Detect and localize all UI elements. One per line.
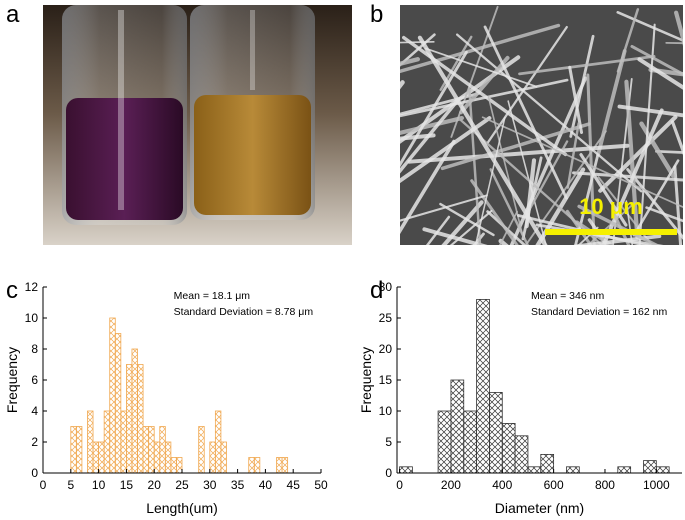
annotation: Standard Deviation = 8.78 μm xyxy=(174,306,314,318)
bar xyxy=(501,422,516,474)
bar xyxy=(220,441,227,474)
x-tick-label: 5 xyxy=(67,478,74,492)
x-tick-label: 40 xyxy=(259,478,273,492)
x-tick-label: 0 xyxy=(396,478,403,492)
bar xyxy=(137,364,144,474)
y-tick-label: 5 xyxy=(385,435,392,449)
bar xyxy=(131,348,138,474)
y-axis-title: Frequency xyxy=(358,347,374,413)
y-tick-label: 4 xyxy=(31,404,38,418)
panel-label: a xyxy=(6,1,20,28)
y-tick-label: 6 xyxy=(31,373,38,387)
bar xyxy=(164,441,172,474)
bar xyxy=(153,441,161,474)
scale-bar xyxy=(545,229,677,235)
annotation: Mean = 18.1 μm xyxy=(174,290,251,302)
y-tick-label: 0 xyxy=(385,466,392,480)
bar xyxy=(437,410,452,474)
x-tick-label: 35 xyxy=(231,478,245,492)
bar xyxy=(253,457,261,474)
y-tick-label: 25 xyxy=(379,311,393,325)
bar xyxy=(514,435,529,474)
y-tick-label: 30 xyxy=(379,280,393,294)
bar xyxy=(159,426,166,474)
bar xyxy=(98,441,105,474)
bar xyxy=(170,457,177,474)
photo-vials xyxy=(43,5,352,245)
x-tick-label: 10 xyxy=(92,478,106,492)
panel-label: b xyxy=(370,1,383,28)
bar xyxy=(103,410,111,474)
bar xyxy=(399,466,413,474)
x-axis-title: Diameter (nm) xyxy=(495,500,584,516)
sem-image xyxy=(400,5,683,245)
x-tick-label: 30 xyxy=(203,478,217,492)
y-tick-label: 10 xyxy=(379,404,393,418)
bar xyxy=(198,426,205,474)
bar xyxy=(142,426,150,474)
x-tick-label: 800 xyxy=(595,478,615,492)
x-tick-label: 600 xyxy=(544,478,564,492)
bar xyxy=(109,317,116,474)
x-tick-label: 20 xyxy=(148,478,162,492)
bar xyxy=(276,457,283,474)
bar xyxy=(120,410,127,474)
bar xyxy=(92,441,100,474)
bar xyxy=(476,298,490,474)
bar xyxy=(450,379,465,474)
bar xyxy=(463,410,477,474)
bar xyxy=(126,364,133,474)
x-tick-label: 25 xyxy=(175,478,189,492)
bar xyxy=(566,466,580,474)
bar xyxy=(281,457,289,474)
x-tick-label: 15 xyxy=(120,478,134,492)
y-tick-label: 8 xyxy=(31,342,38,356)
y-tick-label: 15 xyxy=(379,373,393,387)
x-tick-label: 400 xyxy=(492,478,512,492)
bar xyxy=(655,466,670,474)
bar xyxy=(114,333,122,474)
x-tick-label: 1000 xyxy=(643,478,670,492)
bar xyxy=(489,391,503,474)
bar xyxy=(617,466,632,474)
panel-label: d xyxy=(370,277,383,304)
bar xyxy=(214,410,222,474)
bar xyxy=(248,457,255,474)
x-tick-label: 200 xyxy=(441,478,461,492)
x-tick-label: 45 xyxy=(287,478,301,492)
bar xyxy=(176,457,183,474)
x-tick-label: 0 xyxy=(40,478,47,492)
annotation: Standard Deviation = 162 nm xyxy=(531,306,668,318)
bar xyxy=(70,426,77,474)
bar xyxy=(75,426,83,474)
bar xyxy=(643,460,657,474)
y-axis-title: Frequency xyxy=(4,347,20,413)
bar xyxy=(540,453,555,474)
bar xyxy=(209,441,216,474)
x-axis-title: Length(um) xyxy=(146,500,218,516)
bar xyxy=(527,466,542,474)
x-tick-label: 50 xyxy=(314,478,328,492)
y-tick-label: 12 xyxy=(25,280,39,294)
bar xyxy=(148,426,155,474)
y-tick-label: 0 xyxy=(31,466,38,480)
annotation: Mean = 346 nm xyxy=(531,290,605,302)
scale-bar-label: 10 μm xyxy=(579,194,643,219)
y-tick-label: 10 xyxy=(25,311,39,325)
y-tick-label: 20 xyxy=(379,342,393,356)
y-tick-label: 2 xyxy=(31,435,38,449)
bar xyxy=(87,410,94,474)
panel-label: c xyxy=(6,277,18,304)
